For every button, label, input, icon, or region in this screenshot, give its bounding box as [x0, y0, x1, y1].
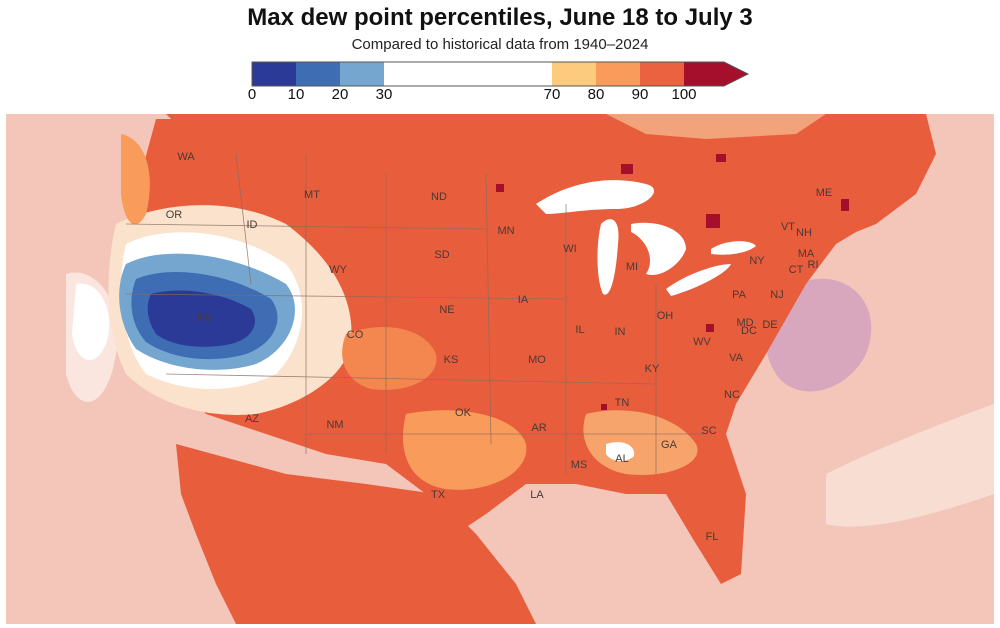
- dark-red-speck-me: [841, 199, 849, 211]
- dark-red-speck-tn: [601, 404, 607, 410]
- state-borders: [125, 153, 706, 474]
- legend-tick-0: 0: [247, 86, 257, 103]
- legend-tick-10: 10: [287, 86, 305, 103]
- mexico-region: [176, 444, 536, 624]
- color-legend: 0 10 20 30 70 80 90 100: [244, 58, 764, 108]
- map-canvas: [6, 114, 994, 624]
- legend-tick-80: 80: [587, 86, 605, 103]
- legend-bin-30-70: [384, 62, 552, 86]
- legend-tick-30: 30: [375, 86, 393, 103]
- legend-tick-90: 90: [631, 86, 649, 103]
- lake-erie: [666, 264, 731, 296]
- legend-bin-90-100: [640, 62, 684, 86]
- legend-tick-70: 70: [543, 86, 561, 103]
- map-subtitle: Compared to historical data from 1940–20…: [351, 36, 649, 53]
- legend-bin-70-80: [552, 62, 596, 86]
- map-title: Max dew point percentiles, June 18 to Ju…: [247, 4, 753, 31]
- legend-bin-100-arrow: [684, 62, 748, 86]
- lake-ontario: [711, 241, 756, 255]
- map-area: WA OR MT ID WY NV CO AZ NM ND SD NE KS O…: [6, 114, 994, 624]
- legend-bin-0-10: [252, 62, 296, 86]
- legend-bar: [251, 61, 750, 87]
- southeast-white-specks: [606, 442, 635, 462]
- legend-bin-20-30: [340, 62, 384, 86]
- lake-superior: [536, 180, 655, 214]
- lake-huron: [631, 222, 686, 275]
- header: Max dew point percentiles, June 18 to Ju…: [0, 0, 1000, 112]
- texas-lighter-patch: [402, 410, 527, 490]
- dark-red-speck-mn: [496, 184, 504, 192]
- atlantic-pale-band: [826, 404, 994, 527]
- us-land: [121, 119, 926, 584]
- plains-lighter-patch: [342, 326, 437, 390]
- canada-north-pale: [606, 114, 826, 139]
- pacific-white-patch: [72, 283, 110, 361]
- dark-red-speck-mi: [706, 214, 720, 228]
- legend-outline: [251, 61, 750, 87]
- legend-tick-20: 20: [331, 86, 349, 103]
- lake-michigan: [597, 219, 619, 295]
- dark-red-speck-on: [621, 164, 633, 174]
- legend-tick-100: 100: [671, 86, 697, 103]
- west-pacific-coast-orange: [121, 134, 150, 225]
- dark-red-speck-qc: [716, 154, 726, 162]
- legend-bin-80-90: [596, 62, 640, 86]
- dark-red-speck-va: [706, 324, 714, 332]
- legend-bin-10-20: [296, 62, 340, 86]
- blue-cluster-dark: [147, 290, 255, 347]
